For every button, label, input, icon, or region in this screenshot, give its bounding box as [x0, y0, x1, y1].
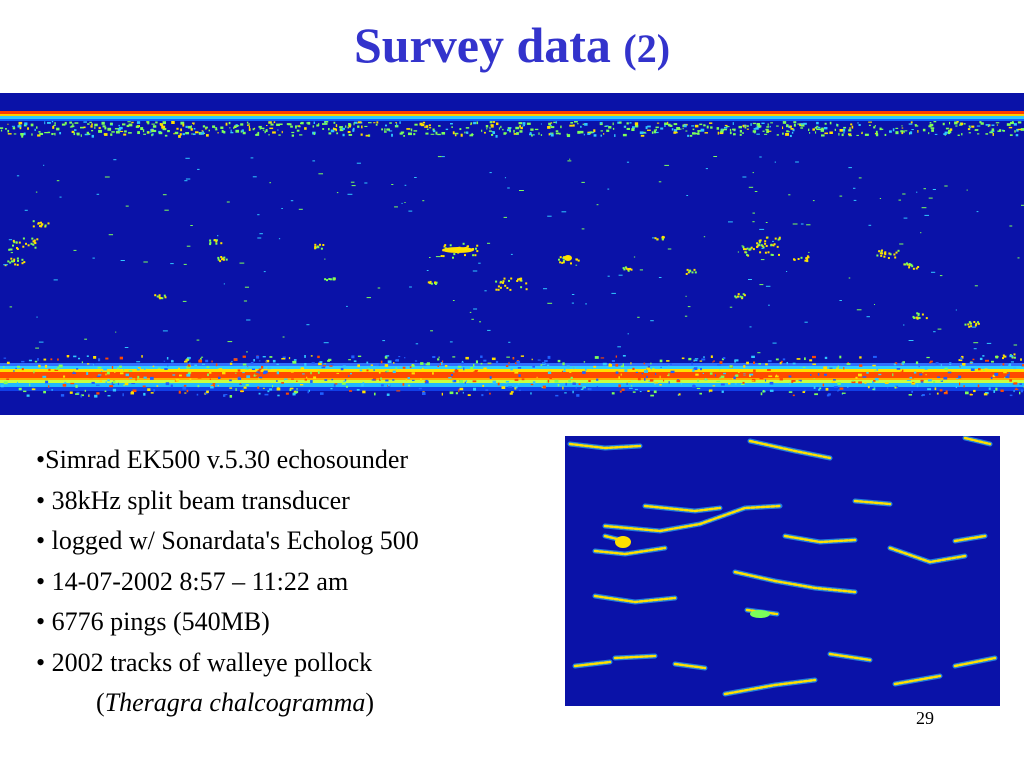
title-main: Survey data	[353, 17, 611, 73]
fish-tracks	[567, 436, 998, 697]
seabed-layer	[0, 363, 1024, 391]
slide-title: Survey data (2)	[0, 14, 1024, 80]
species-name: Theragra chalcogramma	[104, 688, 366, 717]
fish-targets	[3, 156, 1024, 360]
bullet-echosounder: •Simrad EK500 v.5.30 echosounder	[36, 445, 409, 474]
title-sub: (2)	[623, 26, 671, 71]
surface-noise	[0, 121, 1024, 138]
bullet-pings: • 6776 pings (540MB)	[36, 607, 270, 636]
echogram-zoomed-tracks	[565, 436, 1000, 706]
bullet-date-time: • 14-07-2002 8:57 – 11:22 am	[36, 566, 349, 596]
echogram-full-survey	[0, 93, 1024, 415]
bullet-species: (Theragra chalcogramma)	[96, 688, 375, 717]
bullet-tracks: • 2002 tracks of walleye pollock	[36, 647, 373, 677]
zoom-background	[565, 436, 1000, 706]
bullet-list: •Simrad EK500 v.5.30 echosounder • 38kHz…	[36, 440, 556, 724]
bullet-logging-software: • logged w/ Sonardata's Echolog 500	[36, 526, 419, 555]
page-number: 29	[916, 708, 934, 728]
bullet-transducer: • 38kHz split beam transducer	[36, 485, 350, 515]
seabed-noise	[0, 355, 1024, 398]
surface-layer	[0, 111, 1024, 121]
